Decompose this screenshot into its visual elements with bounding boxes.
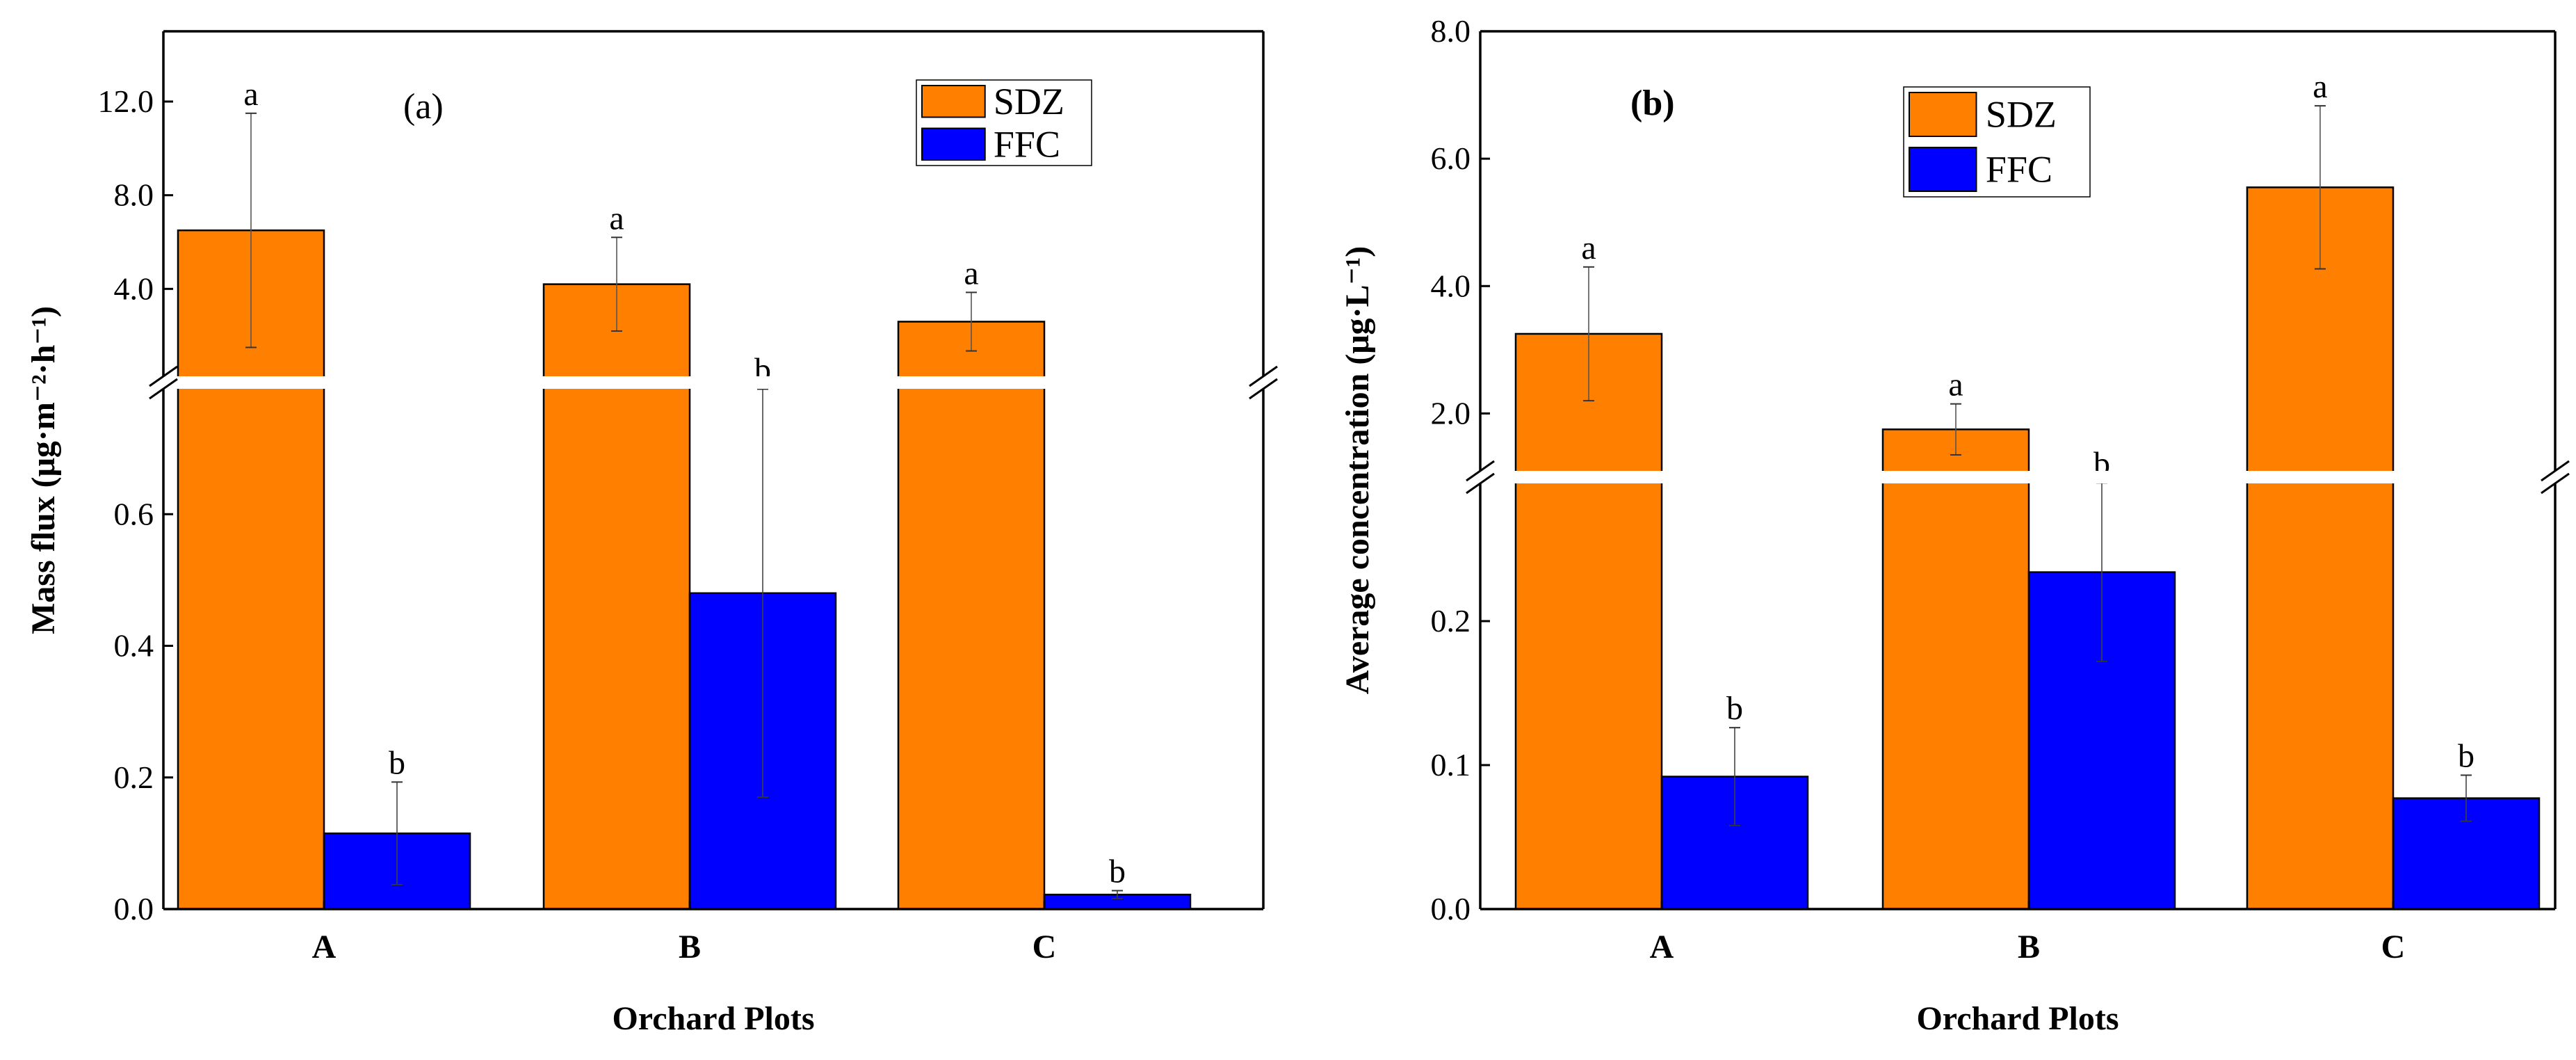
- axis-break-gap: [143, 376, 1284, 389]
- significance-letter: a: [243, 76, 258, 113]
- y-axis-title: Mass flux (μg·m⁻²·h⁻¹): [25, 306, 62, 634]
- legend-swatch-sdz: [921, 85, 986, 118]
- y-tick-label: 0.2: [1431, 603, 1471, 639]
- y-tick-label: 2.0: [1431, 395, 1471, 431]
- significance-letter: b: [2458, 737, 2474, 774]
- axis-break-gap: [1459, 471, 2576, 483]
- y-tick-label: 4.0: [1431, 268, 1471, 303]
- y-tick-label: 0.6: [114, 496, 154, 531]
- y-tick-label: 4.0: [114, 271, 154, 306]
- significance-letter: b: [389, 744, 405, 781]
- bar-sdz-a: [1514, 332, 1663, 910]
- bar-sdz-c: [897, 321, 1046, 910]
- x-category-label: A: [1650, 929, 1674, 965]
- x-axis-title: Orchard Plots: [1916, 1000, 2119, 1037]
- y-tick-label: 0.0: [114, 891, 154, 926]
- y-tick-label: 0.2: [114, 760, 154, 795]
- legend-swatch-ffc: [921, 127, 986, 161]
- y-tick-label: 0.4: [114, 628, 154, 664]
- significance-letter: a: [1581, 230, 1596, 266]
- panel-label: (a): [403, 87, 444, 127]
- significance-letter: a: [609, 200, 624, 236]
- bar-sdz-c: [2246, 186, 2395, 910]
- x-category-label: B: [679, 929, 701, 965]
- x-category-label: C: [2381, 929, 2406, 965]
- y-axis-title: Average concentration (μg·L⁻¹): [1339, 246, 1376, 695]
- y-tick-label: 8.0: [114, 177, 154, 213]
- x-category-label: B: [2018, 929, 2040, 965]
- significance-letter: a: [1948, 367, 1963, 403]
- y-axis-title-unit: (μg·m⁻²·h⁻¹): [25, 306, 62, 488]
- significance-letter: b: [1109, 853, 1126, 890]
- x-category-label: A: [312, 929, 337, 965]
- legend-label-sdz: SDZ: [1986, 94, 2057, 136]
- significance-letter: a: [964, 255, 978, 291]
- y-tick-label: 12.0: [98, 83, 154, 119]
- y-tick-label: 0.1: [1431, 747, 1471, 782]
- y-axis-title-unit: (μg·L⁻¹): [1339, 246, 1376, 365]
- legend-swatch-sdz: [1909, 92, 1977, 137]
- legend-label-sdz: SDZ: [994, 81, 1064, 122]
- y-tick-label: 0.0: [1431, 891, 1471, 926]
- y-axis-title-main: Mass flux: [25, 488, 62, 634]
- y-axis-title-main: Average concentration: [1339, 365, 1376, 695]
- legend-label-ffc: FFC: [994, 123, 1060, 165]
- x-category-label: C: [1032, 929, 1057, 965]
- legend-label-ffc: FFC: [1986, 149, 2052, 191]
- x-axis-title: Orchard Plots: [612, 1000, 814, 1037]
- y-tick-label: 6.0: [1431, 140, 1471, 176]
- bar-sdz-b: [1881, 428, 2030, 910]
- panel-label: (b): [1630, 83, 1675, 123]
- legend-swatch-ffc: [1909, 147, 1977, 192]
- y-tick-label: 8.0: [1431, 13, 1471, 49]
- significance-letter: a: [2312, 68, 2327, 105]
- significance-letter: b: [1726, 690, 1743, 727]
